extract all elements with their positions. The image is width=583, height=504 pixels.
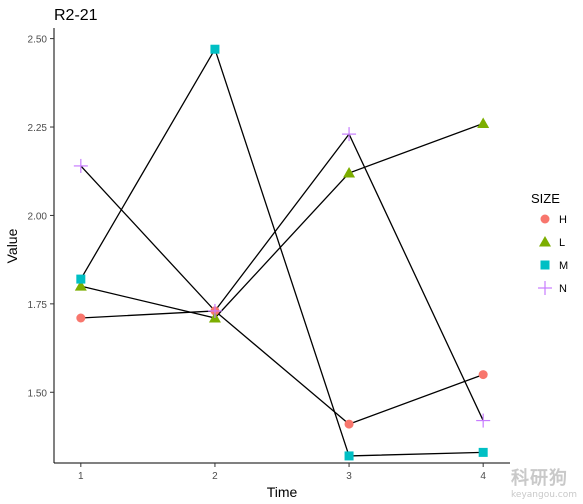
data-point-N xyxy=(73,158,88,173)
data-point-N xyxy=(476,413,491,428)
y-axis-label: Value xyxy=(4,228,20,263)
data-point-N xyxy=(342,127,357,142)
y-tick-label: 1.50 xyxy=(28,388,48,399)
x-tick-label: 2 xyxy=(212,471,218,482)
legend-key-H xyxy=(540,214,550,224)
series-line-N xyxy=(80,132,484,421)
legend-label-H: H xyxy=(559,214,567,226)
x-tick-label: 4 xyxy=(480,471,486,482)
data-point-N xyxy=(207,303,222,318)
data-point-H xyxy=(478,370,488,380)
series-line-H xyxy=(80,310,484,425)
data-point-L xyxy=(477,117,490,128)
y-tick-label: 2.50 xyxy=(28,35,48,46)
y-tick-label: 1.75 xyxy=(28,300,48,311)
y-tick-label: 2.00 xyxy=(28,211,48,222)
x-tick-label: 3 xyxy=(346,471,352,482)
y-tick-label: 2.25 xyxy=(28,123,48,134)
data-point-M xyxy=(344,451,354,461)
legend-key-M xyxy=(540,260,550,270)
data-points xyxy=(73,44,491,461)
data-point-M xyxy=(210,44,220,54)
legend-label-L: L xyxy=(559,237,565,249)
data-point-M xyxy=(76,274,86,284)
legend-label-N: N xyxy=(559,283,567,295)
data-point-H xyxy=(344,419,354,429)
legend-title: SIZE xyxy=(531,191,560,206)
x-tick-label: 1 xyxy=(78,471,84,482)
series-line-M xyxy=(80,47,484,457)
data-point-L xyxy=(343,167,356,178)
legend-label-M: M xyxy=(559,260,568,272)
x-axis-label: Time xyxy=(267,484,298,500)
watermark: 科研狗 keyangou.com xyxy=(511,464,577,500)
series-lines xyxy=(80,47,484,457)
data-point-H xyxy=(76,313,86,323)
series-line-L xyxy=(80,122,484,319)
data-point-M xyxy=(478,447,488,457)
legend-key-L xyxy=(539,236,551,247)
legend-key-N xyxy=(538,281,552,295)
watermark-main: 科研狗 xyxy=(511,468,569,489)
chart-title: R2-21 xyxy=(54,7,98,24)
axes: 1.50 1.75 2.00 2.25 2.50 1 2 3 4 xyxy=(28,28,510,482)
data-point-L xyxy=(74,280,87,291)
watermark-sub: keyangou.com xyxy=(511,490,577,500)
